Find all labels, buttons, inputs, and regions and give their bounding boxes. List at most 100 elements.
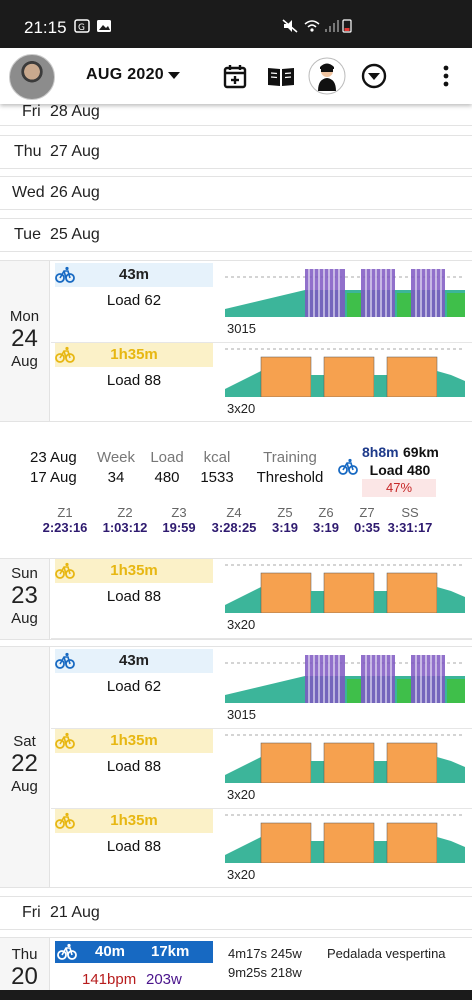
activity-duration: 1h35m: [55, 559, 213, 583]
load-percent: 47%: [362, 479, 436, 497]
activity-name: 3015: [227, 707, 256, 722]
interval-1: 4m17s 245w: [228, 946, 302, 961]
chevron-down-icon[interactable]: [168, 72, 180, 79]
mute-icon: [282, 19, 298, 33]
day-month: Aug: [11, 610, 38, 627]
activity-load: Load 88: [106, 588, 162, 605]
day-name: Thu: [14, 143, 42, 160]
bike-icon: [55, 812, 75, 829]
week-value: 34: [107, 469, 125, 486]
dropdown-circle-icon[interactable]: [358, 60, 390, 92]
workout-chart-3x20: [225, 564, 465, 613]
day-name: Sat: [13, 733, 36, 750]
zone-z6: Z6 3:19: [312, 505, 340, 535]
coach-avatar-icon[interactable]: [308, 57, 346, 95]
system-nav-bar: [0, 990, 472, 1000]
book-icon[interactable]: [265, 60, 297, 92]
day-name: Mon: [9, 308, 40, 325]
svg-text:G: G: [78, 23, 85, 33]
day-block-sun-23: Sun 23 Aug 1h35m Load 88 3x20: [0, 558, 472, 640]
day-date: 21 Aug: [50, 904, 100, 921]
workout-chart-3x20: [225, 734, 465, 783]
status-time: 21:15: [24, 18, 67, 37]
day-row-27[interactable]: Thu 27 Aug: [0, 135, 472, 169]
activity-heartrate: 141bpm: [82, 971, 137, 988]
activity-name: Pedalada vespertina: [327, 946, 446, 961]
workout-chart-3x20: [225, 348, 465, 397]
add-calendar-icon[interactable]: [219, 60, 251, 92]
week-summary[interactable]: 23 Aug 17 Aug Week 34 Load 480 kcal 1533…: [0, 422, 472, 558]
translate-icon: G: [74, 19, 90, 33]
battery-icon: [342, 19, 352, 33]
day-block-mon-24: Mon 24 Aug 43m Load 62 3015 1h35m Load 8…: [0, 260, 472, 423]
total-load: Load 480: [369, 462, 431, 478]
activity-card[interactable]: 1h35m Load 88 3x20: [51, 343, 472, 423]
signal-icon: [325, 20, 339, 32]
day-name: Fri: [22, 904, 41, 921]
day-date: 27 Aug: [50, 143, 100, 160]
activity-card[interactable]: 1h35m Load 88 3x20: [51, 729, 472, 809]
activity-name: 3x20: [227, 787, 256, 802]
day-number: 22: [11, 750, 38, 777]
week-label: Week: [96, 449, 136, 466]
app-bar: AUG 2020: [0, 48, 472, 104]
activity-duration: 1h35m: [55, 809, 213, 833]
image-icon: [97, 20, 111, 32]
month-selector[interactable]: AUG 2020: [86, 66, 164, 83]
bike-icon: [55, 562, 75, 579]
zone-z3: Z3 19:59: [162, 505, 196, 535]
day-row-25[interactable]: Tue 25 Aug: [0, 218, 472, 252]
zone-ss: SS 3:31:17: [387, 505, 433, 535]
bike-icon: [338, 458, 358, 475]
day-column: Thu 20: [0, 938, 50, 1000]
zone-z4: Z4 3:28:25: [211, 505, 257, 535]
bike-icon: [57, 943, 77, 960]
activity-duration: 43m: [55, 263, 213, 287]
zone-z5: Z5 3:19: [271, 505, 299, 535]
workout-chart-3015: [225, 269, 465, 317]
day-month: Aug: [11, 353, 38, 370]
workout-chart-3015: [225, 655, 465, 703]
activity-load: Load 88: [106, 758, 162, 775]
more-vert-icon[interactable]: [430, 60, 462, 92]
day-date: 26 Aug: [50, 184, 100, 201]
training-value: Threshold: [256, 469, 324, 486]
day-row-28[interactable]: Fri 28 Aug: [0, 104, 472, 126]
day-row-21[interactable]: Fri 21 Aug: [0, 896, 472, 930]
range-start: 23 Aug: [30, 449, 77, 466]
activity-card[interactable]: 1h35m Load 88 3x20: [51, 809, 472, 889]
activity-name: 3x20: [227, 867, 256, 882]
activity-name: 3x20: [227, 617, 256, 632]
activity-card[interactable]: 43m Load 62 3015: [51, 649, 472, 729]
activity-load: Load 62: [106, 678, 162, 695]
wifi-icon: [304, 20, 320, 32]
day-column: Mon 24 Aug: [0, 261, 50, 421]
kcal-value: 1533: [200, 469, 234, 486]
zone-z2: Z2 1:03:12: [102, 505, 148, 535]
range-end: 17 Aug: [30, 469, 77, 486]
bike-icon: [55, 346, 75, 363]
activity-load: Load 62: [106, 292, 162, 309]
bike-icon: [55, 732, 75, 749]
completed-activity-header[interactable]: 40m 17km: [55, 941, 213, 963]
activity-name: 3015: [227, 321, 256, 336]
total-distance: 69km: [403, 444, 439, 460]
training-label: Training: [263, 449, 317, 466]
day-date: 25 Aug: [50, 226, 100, 243]
calendar-list[interactable]: Fri 28 Aug Thu 27 Aug Wed 26 Aug Tue 25 …: [0, 104, 472, 1000]
day-name: Sun: [11, 565, 38, 582]
status-bar: 21:15 G: [0, 0, 472, 48]
activity-card[interactable]: 43m Load 62 3015: [51, 263, 472, 343]
bike-icon: [55, 652, 75, 669]
day-name: Thu: [11, 946, 38, 963]
activity-load: Load 88: [106, 372, 162, 389]
activity-duration: 1h35m: [55, 343, 213, 367]
day-column: Sun 23 Aug: [0, 559, 50, 639]
activity-load: Load 88: [106, 838, 162, 855]
day-month: Aug: [11, 778, 38, 795]
activity-distance: 17km: [151, 943, 190, 960]
day-row-26[interactable]: Wed 26 Aug: [0, 176, 472, 210]
avatar[interactable]: [9, 54, 55, 100]
activity-card[interactable]: 1h35m Load 88 3x20: [51, 559, 472, 639]
day-block-thu-20: Thu 20 40m 17km 141bpm 203w 4m17s 245w 9…: [0, 937, 472, 1000]
